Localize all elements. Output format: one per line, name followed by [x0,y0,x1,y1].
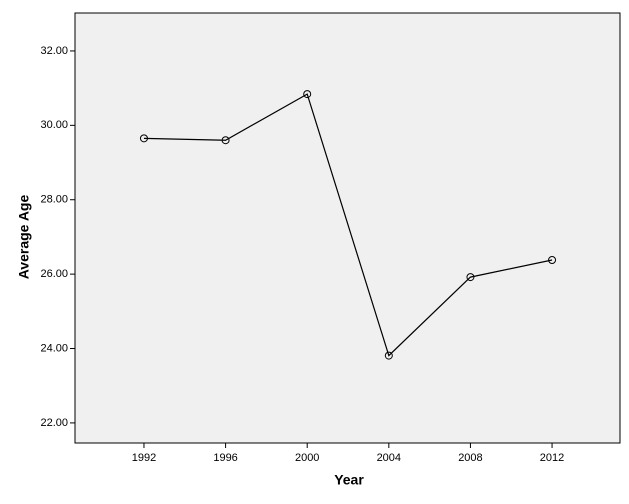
x-tick-label: 2000 [295,452,319,464]
marker [384,351,393,360]
marker [303,90,312,99]
x-tick-label: 1996 [213,452,237,464]
marker [139,134,148,143]
x-tick-label: 2004 [377,452,401,464]
y-tick-label: 32.00 [40,45,68,57]
x-tick-label: 2008 [458,452,482,464]
y-tick-label: 26.00 [40,268,68,280]
y-tick-label: 24.00 [40,342,68,354]
plot-area [74,12,621,444]
x-tick-label: 1992 [132,452,156,464]
marker [466,273,475,282]
line [143,93,553,357]
y-tick-label: 22.00 [40,417,68,429]
marker [548,255,557,264]
y-axis-title: Average Age [16,195,32,280]
x-tick-label: 2012 [540,452,564,464]
marker [221,136,230,145]
y-tick-label: 28.00 [40,194,68,206]
x-axis-title: Year [334,472,364,488]
y-tick-label: 30.00 [40,119,68,131]
